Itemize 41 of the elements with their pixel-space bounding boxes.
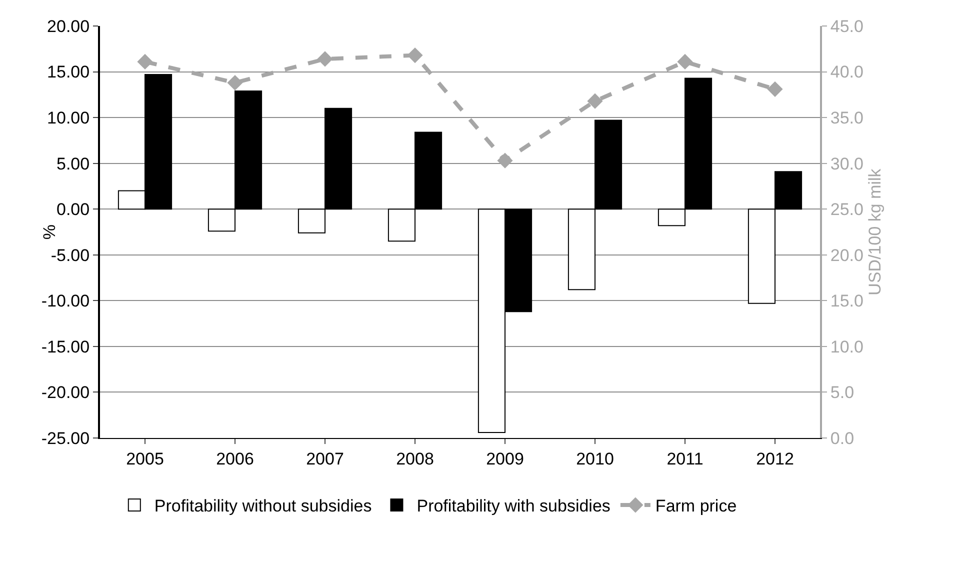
y2-axis-title: USD/100 kg milk [865, 168, 884, 296]
y2-tick-label: 5.0 [830, 383, 854, 402]
y-tick-label: 5.00 [56, 154, 90, 174]
y2-tick-label: 15.0 [830, 292, 864, 311]
y2-tick-label: 35.0 [830, 108, 864, 128]
y2-tick-label: 20.0 [830, 246, 864, 265]
y2-tick-label: 10.0 [830, 337, 864, 356]
y-tick-label: -25.00 [41, 428, 90, 448]
x-tick-label: 2008 [396, 449, 434, 468]
x-tick-label: 2007 [306, 449, 344, 468]
point [407, 48, 423, 64]
legend-label: Profitability without subsidies [154, 496, 372, 516]
y2-tick-label: 25.0 [830, 200, 864, 220]
x-tick-label: 2006 [216, 449, 254, 468]
point [767, 81, 783, 97]
legend-label: Farm price [655, 496, 737, 516]
legend-label: Profitability with subsidies [416, 496, 610, 516]
y-tick-label: 20.00 [47, 16, 90, 36]
x-tick-label: 2005 [126, 449, 164, 468]
y-axis-title: % [40, 224, 59, 240]
y2-tick-label: 30.0 [830, 154, 864, 174]
y-tick-label: 0.00 [56, 200, 90, 220]
point [137, 54, 153, 70]
x-tick-label: 2012 [756, 449, 794, 468]
y-tick-label: -20.00 [41, 383, 90, 402]
point [227, 74, 243, 91]
point [317, 51, 333, 67]
point [677, 54, 693, 70]
x-tick-label: 2009 [486, 449, 524, 468]
y-tick-label: -15.00 [41, 337, 90, 356]
y-tick-label: -5.00 [50, 246, 90, 265]
y-tick-label: 10.00 [47, 108, 90, 128]
x-tick-label: 2010 [576, 449, 614, 468]
x-tick-label: 2011 [666, 449, 704, 468]
y-tick-label: -10.00 [41, 292, 90, 311]
point [497, 152, 513, 168]
y2-tick-label: 40.0 [830, 62, 864, 82]
y2-tick-label: 0.0 [830, 428, 854, 448]
y2-tick-label: 45.0 [830, 16, 864, 36]
y-tick-label: 15.00 [47, 62, 90, 82]
point [587, 93, 603, 109]
